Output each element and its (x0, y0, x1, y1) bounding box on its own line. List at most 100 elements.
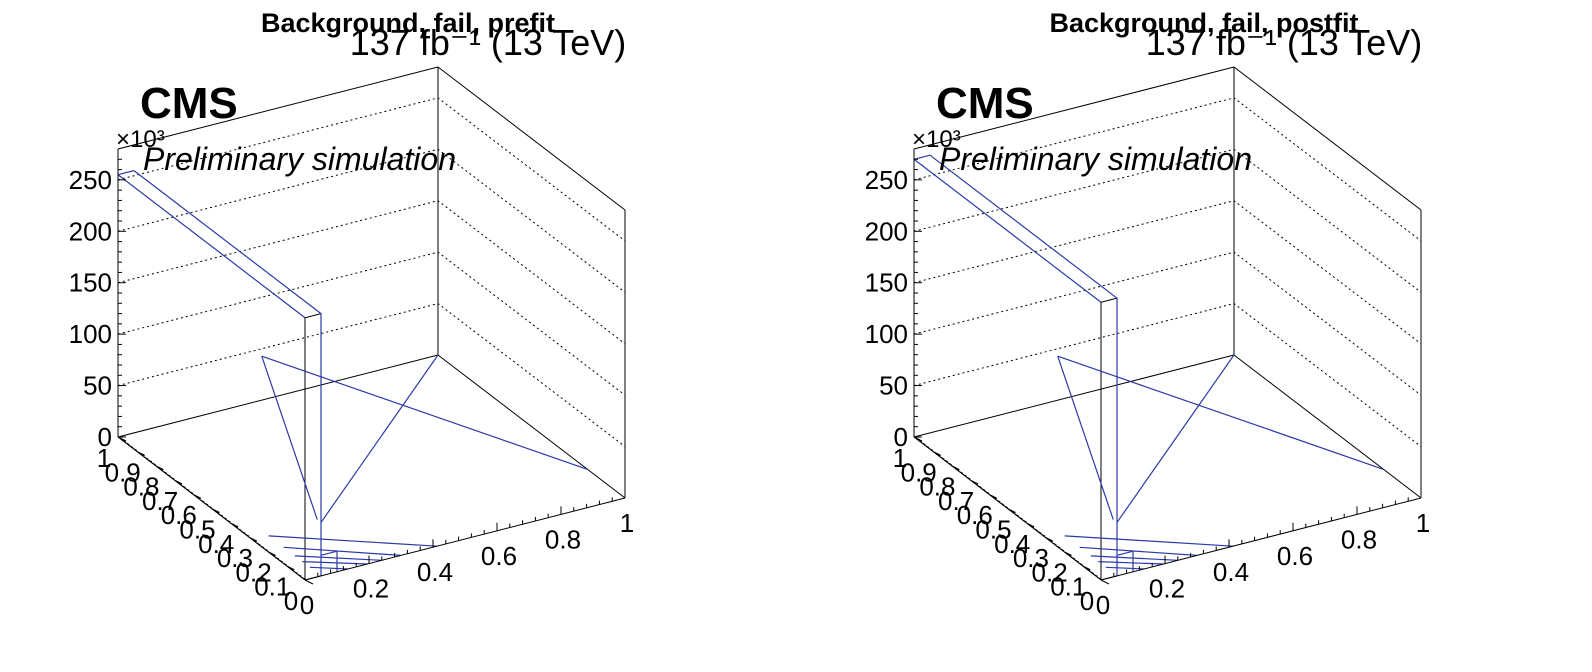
y-tick-label-0.2: 0.2 (236, 557, 272, 587)
y-minor-tick (162, 470, 168, 474)
y-tick-label-0.6: 0.6 (957, 500, 993, 530)
y-minor-tick (981, 488, 986, 491)
y-minor-tick (973, 482, 979, 486)
y-minor-tick (1078, 562, 1083, 566)
y-minor-tick (185, 488, 190, 491)
y-tick-label-1: 1 (893, 443, 907, 473)
y-minor-tick (274, 556, 280, 560)
y-minor-tick (939, 456, 945, 460)
z-multiplier-label: ×10³ (912, 126, 961, 153)
y-tick-label-0.8: 0.8 (919, 472, 955, 502)
lego-bar-top-left-edge (117, 174, 306, 319)
y-tick-mark-1 (913, 436, 923, 442)
y-minor-tick (151, 462, 156, 466)
lego-back-level-slope (1057, 355, 1384, 470)
x-tick-label-1: 1 (1416, 508, 1430, 538)
x-tick-label-0.4: 0.4 (1213, 557, 1249, 587)
y-minor-tick (237, 528, 242, 531)
y-tick-mark-0 (304, 579, 314, 585)
grid-line-z-250 (117, 97, 626, 242)
y-tick-label-0.1: 0.1 (254, 572, 290, 602)
y-minor-tick (984, 490, 990, 494)
y-tick-mark-0.7 (969, 479, 979, 485)
z-tick-label-250: 250 (865, 165, 908, 195)
cms-label: CMS (936, 79, 1034, 128)
y-minor-tick (226, 519, 231, 523)
lego-step-3 (283, 546, 402, 556)
z-tick-label-150: 150 (69, 268, 112, 298)
x-axis-line (1100, 497, 1422, 581)
y-minor-tick (233, 525, 239, 529)
y-minor-tick (1052, 542, 1057, 546)
y-tick-label-0.4: 0.4 (198, 529, 234, 559)
y-tick-label-0.5: 0.5 (975, 515, 1011, 545)
chart-title: Background, fail, postfit (1049, 8, 1358, 38)
y-minor-tick (203, 502, 209, 506)
y-tick-mark-0.4 (1025, 522, 1035, 528)
y-minor-tick (996, 499, 1001, 503)
y-minor-tick (999, 502, 1005, 506)
y-minor-tick (196, 496, 201, 500)
lego-step-2 (294, 555, 382, 561)
y-tick-label-0: 0 (1080, 586, 1094, 616)
y-minor-tick (921, 442, 926, 446)
chart-panel-prefit: Background, fail, prefit 137 fb⁻¹ (13 TeV… (69, 8, 635, 620)
y-minor-tick (962, 473, 967, 477)
z-tick-label-50: 50 (83, 371, 112, 401)
y-minor-tick (1022, 519, 1027, 523)
z-tick-label-50: 50 (879, 371, 908, 401)
y-minor-tick (282, 562, 287, 566)
x-tick-label-0.2: 0.2 (1149, 574, 1185, 604)
y-minor-tick (1070, 556, 1076, 560)
y-minor-tick (1074, 559, 1080, 563)
lego-bar-top-back-edge (117, 170, 135, 176)
lego-step-4 (1064, 535, 1234, 547)
y-tick-label-0.1: 0.1 (1050, 572, 1086, 602)
y-minor-tick (143, 456, 149, 460)
z-tick-label-0: 0 (98, 422, 112, 452)
y-tick-mark-0.1 (1082, 565, 1091, 571)
z-tick-label-250: 250 (69, 165, 112, 195)
lego-bar-top-back-edge (913, 154, 931, 160)
y-minor-tick (252, 539, 257, 543)
y-tick-mark-0 (1100, 579, 1110, 585)
y-minor-tick (1048, 539, 1053, 543)
y-minor-tick (271, 553, 276, 557)
x-axis-line (304, 497, 626, 581)
x-tick-label-0.2: 0.2 (353, 574, 389, 604)
lego-bar-front-face (304, 312, 322, 581)
y-minor-tick (1067, 553, 1072, 557)
x-tick-label-0.6: 0.6 (1277, 541, 1313, 571)
y-minor-tick (207, 505, 212, 509)
box-edge-floor-right (1233, 354, 1422, 499)
y-minor-tick (128, 445, 134, 449)
x-tick-label-0: 0 (300, 590, 314, 620)
y-minor-tick (297, 573, 302, 577)
y-minor-tick (259, 545, 265, 549)
y-tick-label-0.9: 0.9 (901, 457, 937, 487)
status-label: Preliminary simulation (143, 141, 456, 177)
y-minor-tick (244, 533, 250, 537)
lego-step-box (320, 550, 338, 572)
y-minor-tick (1029, 525, 1035, 529)
z-tick-label-200: 200 (69, 216, 112, 246)
y-tick-mark-0.7 (173, 479, 183, 485)
y-minor-tick (1097, 576, 1102, 580)
y-minor-tick (1003, 505, 1008, 509)
lumi-label: 137 fb⁻¹ (13 TeV) (1146, 22, 1423, 63)
lego-step-1 (302, 561, 368, 565)
y-tick-label-0.4: 0.4 (994, 529, 1030, 559)
y-minor-tick (263, 548, 269, 551)
y-tick-mark-0.2 (267, 550, 276, 556)
grid-line-z-100 (913, 251, 1422, 396)
y-tick-mark-0.5 (1007, 508, 1016, 513)
y-tick-label-0.7: 0.7 (142, 486, 178, 516)
grid-line-z-200 (913, 148, 1422, 293)
y-minor-tick (200, 499, 205, 503)
y-minor-tick (241, 530, 246, 534)
lego-bar-top-right-edge (929, 154, 1118, 299)
y-minor-tick (278, 559, 284, 563)
box-edge-top-right (1233, 66, 1422, 211)
y-minor-tick (147, 459, 153, 463)
